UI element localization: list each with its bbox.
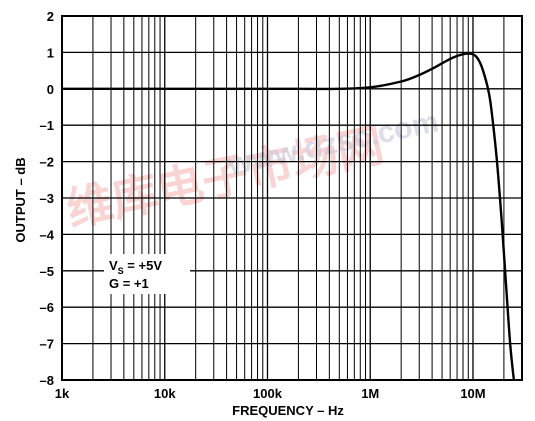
y-tick-label: 1 — [47, 45, 54, 60]
x-tick-label: 10k — [154, 386, 176, 401]
y-tick-labels: 2 1 0 –1 –2 –3 –4 –5 –6 –7 –8 — [40, 9, 55, 388]
plot-frame — [61, 15, 523, 381]
x-tick-label: 1k — [55, 386, 70, 401]
x-tick-labels: 1k 10k 100k 1M 10M — [55, 386, 486, 401]
x-axis-title: FREQUENCY – Hz — [232, 403, 344, 418]
y-tick-label: –1 — [40, 118, 54, 133]
x-tick-label: 1M — [361, 386, 379, 401]
y-tick-label: –4 — [40, 227, 55, 242]
y-tick-label: –5 — [40, 264, 54, 279]
condition-annotation: VS = +5V G = +1 — [104, 254, 190, 294]
y-tick-label: –3 — [40, 191, 54, 206]
grid — [61, 15, 523, 381]
x-tick-label: 10M — [460, 386, 485, 401]
y-tick-label: –8 — [40, 373, 54, 388]
y-tick-label: –7 — [40, 337, 54, 352]
y-axis-title: OUTPUT – dB — [13, 157, 28, 242]
annotation-gain: G = +1 — [109, 276, 149, 291]
y-tick-label: 2 — [47, 9, 54, 24]
x-tick-label: 100k — [253, 386, 283, 401]
y-tick-label: 0 — [47, 82, 54, 97]
y-tick-label: –6 — [40, 300, 54, 315]
y-tick-label: –2 — [40, 155, 54, 170]
annotation-background — [104, 254, 190, 294]
annotation-vs: VS = +5V — [109, 258, 162, 276]
series-line — [61, 52, 516, 381]
